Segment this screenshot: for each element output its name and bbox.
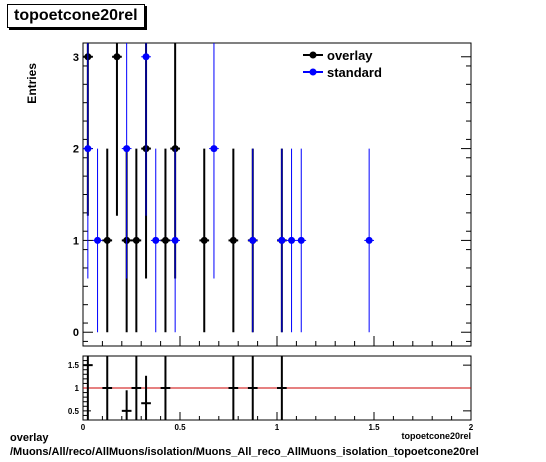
data-point-overlay bbox=[103, 236, 111, 244]
data-point-standard bbox=[142, 53, 150, 61]
data-point-standard bbox=[84, 145, 92, 153]
ratio-x-tick-label: 2 bbox=[469, 423, 474, 432]
y-tick-label: 3 bbox=[73, 52, 79, 64]
x-axis-label: topoetcone20rel bbox=[401, 431, 471, 441]
legend-marker-standard bbox=[309, 68, 317, 76]
ratio-y-tick-label: 0.5 bbox=[68, 407, 80, 416]
data-point-overlay bbox=[113, 53, 121, 61]
data-point-standard bbox=[365, 236, 373, 244]
data-point-overlay bbox=[229, 236, 237, 244]
ratio-y-tick-label: 1.5 bbox=[68, 361, 80, 370]
ratio-x-tick-label: 0 bbox=[81, 423, 86, 432]
y-tick-label: 1 bbox=[73, 235, 79, 247]
data-point-overlay bbox=[200, 236, 208, 244]
ratio-x-tick-label: 1 bbox=[275, 423, 280, 432]
y-tick-label: 0 bbox=[73, 327, 79, 339]
y-axis-label: Entries bbox=[25, 63, 39, 104]
data-point-overlay bbox=[161, 236, 169, 244]
ratio-x-tick-label: 0.5 bbox=[174, 423, 186, 432]
footer-path: /Muons/All/reco/AllMuons/isolation/Muons… bbox=[10, 446, 479, 458]
legend-marker-overlay bbox=[309, 51, 317, 59]
data-point-overlay bbox=[132, 236, 140, 244]
data-point-standard bbox=[210, 145, 218, 153]
main-plot-frame bbox=[82, 42, 472, 347]
data-point-standard bbox=[123, 145, 131, 153]
data-point-standard bbox=[152, 236, 160, 244]
data-point-standard bbox=[297, 236, 305, 244]
chart-title: topoetcone20rel bbox=[7, 4, 145, 28]
legend-label-standard: standard bbox=[327, 65, 382, 80]
data-point-standard bbox=[94, 236, 102, 244]
data-point-standard bbox=[171, 236, 179, 244]
y-tick-label: 2 bbox=[73, 144, 79, 156]
data-point-standard bbox=[249, 236, 257, 244]
data-point-standard bbox=[278, 236, 286, 244]
ratio-x-tick-label: 1.5 bbox=[368, 423, 380, 432]
legend-label-overlay: overlay bbox=[327, 48, 373, 63]
ratio-y-tick-label: 1 bbox=[75, 384, 80, 393]
footer-label: overlay bbox=[10, 432, 49, 444]
data-point-standard bbox=[288, 236, 296, 244]
